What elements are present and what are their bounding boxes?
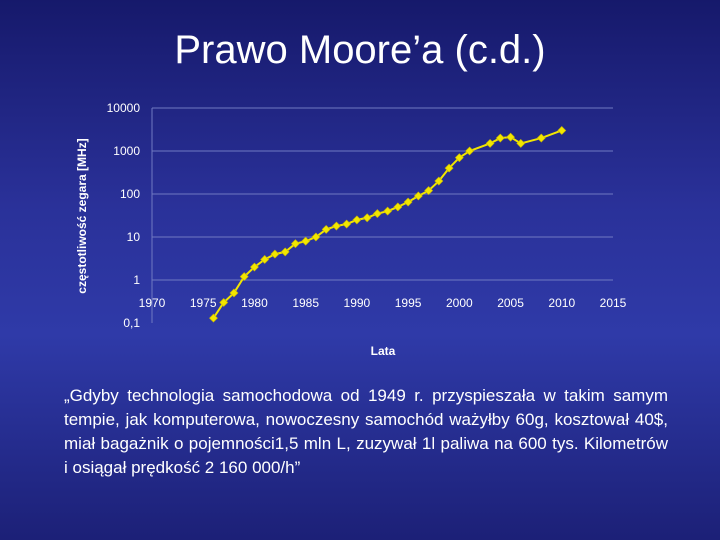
data-point (485, 139, 495, 148)
data-point (311, 232, 321, 242)
data-point (260, 255, 270, 264)
data-point (290, 239, 300, 249)
series-layer (209, 126, 567, 323)
data-point (506, 132, 515, 142)
data-point (536, 133, 546, 143)
data-point (465, 146, 475, 156)
data-point (454, 153, 464, 163)
y-tick-label: 0,1 (123, 316, 140, 330)
data-point (209, 313, 218, 323)
data-point (516, 139, 526, 148)
data-point (229, 288, 239, 298)
data-point (557, 126, 567, 135)
x-tick-label: 2005 (497, 296, 524, 310)
x-tick-label: 1970 (139, 296, 166, 310)
data-point (424, 186, 434, 196)
data-point (301, 236, 311, 246)
data-point (413, 191, 423, 201)
slide-title: Prawo Moore’a (c.d.) (174, 28, 546, 72)
data-point (321, 225, 331, 234)
y-tick-label: 10000 (107, 101, 141, 115)
data-point (270, 249, 280, 259)
data-point (434, 176, 444, 186)
data-point (495, 133, 505, 143)
grid-layer (151, 107, 613, 323)
y-tick-labels: 0,1 1 10 100 1000 10000 (107, 101, 141, 330)
quote-text: „Gdyby technologia samochodowa od 1949 r… (64, 386, 668, 477)
x-tick-label: 1980 (241, 296, 268, 310)
data-point (250, 262, 259, 272)
data-point (403, 197, 413, 207)
data-point (362, 213, 372, 223)
y-tick-label: 100 (120, 187, 140, 201)
y-tick-label: 1000 (113, 144, 140, 158)
x-tick-label: 1985 (292, 296, 319, 310)
data-point (372, 209, 382, 219)
data-point (280, 247, 290, 257)
data-point (393, 202, 403, 212)
data-point (331, 221, 341, 231)
y-tick-label: 10 (127, 230, 141, 244)
data-point (444, 163, 454, 173)
x-tick-label: 1975 (190, 296, 217, 310)
data-point (352, 215, 362, 225)
x-tick-label: 1990 (344, 296, 371, 310)
data-point (239, 272, 249, 282)
x-tick-labels: 1970 1975 1980 1985 1990 1995 2000 2005 2010 2015 (139, 296, 627, 310)
data-point (219, 298, 229, 307)
y-tick-label: 1 (133, 273, 140, 287)
x-tick-label: 2015 (600, 296, 627, 310)
x-tick-label: 1995 (395, 296, 422, 310)
y-axis-label: częstotliwość zegara [MHz] (75, 138, 89, 293)
x-tick-label: 2010 (548, 296, 575, 310)
data-point (342, 219, 352, 229)
x-axis-label: Lata (371, 344, 396, 358)
series-line (212, 129, 563, 319)
data-point (383, 206, 393, 216)
x-tick-label: 2000 (446, 296, 473, 310)
